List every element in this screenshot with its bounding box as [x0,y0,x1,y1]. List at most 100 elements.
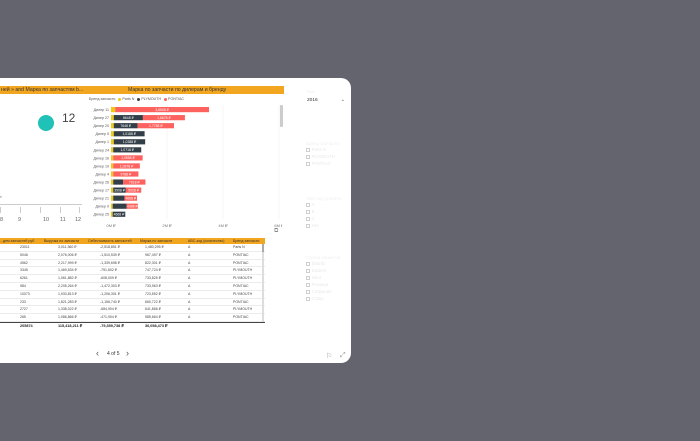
brand-option[interactable]: PONTIAC [306,161,331,166]
checkbox-icon[interactable] [306,217,310,221]
abc-option[interactable]: B [306,209,314,214]
bar-segment[interactable] [112,203,127,209]
legend-item[interactable]: PLYMOUTH [141,97,162,101]
clients-option[interactable]: Собрание [306,289,332,294]
clients-option[interactable]: Dealers [306,268,326,273]
share-icon[interactable]: ⚐ [326,353,333,360]
clients-option[interactable]: Розница [306,282,328,287]
bar-segment[interactable] [113,179,124,185]
year-dropdown[interactable]: 2016 ⌄ [305,96,347,105]
table-scrollbar-track[interactable] [262,244,264,322]
bar-segment[interactable] [113,195,125,201]
table-row[interactable]: 10073 1,933,813 ₽ -1,206,301 ₽ 723,552 ₽ A PL… [0,291,265,299]
bar-segment[interactable] [111,139,114,145]
bar-segment[interactable] [115,107,209,113]
table-row[interactable]: 5046 2,076,006 ₽ -1,510,539 ₽ 967,497 ₽ A PON… [0,252,265,260]
table-row[interactable]: 4562 2,217,999 ₽ -1,339,698 ₽ 822,301 ₽ A PON… [0,260,265,268]
bar-segment[interactable] [111,187,114,193]
bar-segment[interactable] [113,115,143,121]
legend-dot-icon [164,97,168,101]
checkbox-icon[interactable] [306,276,310,280]
bar-segment[interactable] [111,163,114,169]
abc-option[interactable]: Нет [306,223,319,228]
column-header[interactable]: Выручка по запчасти [44,239,80,243]
brand-option[interactable]: Parts N [306,147,326,152]
bar-segment[interactable] [113,187,126,193]
table-cell: PONTIAC [233,260,249,265]
bar-segment[interactable] [113,147,142,153]
brand-filter-title: Бренд запчасти [306,141,339,146]
bar-segment[interactable] [137,123,174,129]
kpi-dot[interactable] [38,115,54,131]
bar-segment[interactable] [111,211,113,217]
checkbox-icon[interactable] [306,290,310,294]
category-label: Дилер 24 [93,148,109,152]
table-scrollbar-thumb[interactable] [262,244,264,252]
bar-segment[interactable] [113,163,140,169]
column-header[interactable]: Маржа по запчасти [140,239,173,243]
focus-mode-icon[interactable]: ⧉ [274,228,279,234]
bar-segment[interactable] [111,115,114,121]
bar-segment[interactable] [111,131,114,137]
next-page-icon[interactable]: › [126,348,129,358]
table-row[interactable]: 2727 1,338,022 ₽ -684,904 ₽ 641,866 ₽ A PLYMO… [0,306,265,315]
checkbox-icon[interactable] [306,210,310,214]
table-row[interactable]: 233 1,821,283 ₽ -1,156,740 ₽ 660,722 ₽ A PONT… [0,299,265,307]
table-row[interactable]: 3345 1,469,534 ₽ -751,602 ₽ 747,724 ₽ A PLYMO… [0,267,265,276]
abc-option[interactable]: A [306,202,314,207]
bar-segment[interactable] [111,171,114,177]
bar-segment[interactable] [113,139,146,145]
bar-segment[interactable] [111,107,116,113]
bar-segment[interactable] [111,155,114,161]
checkbox-icon[interactable] [306,283,310,287]
fullscreen-icon[interactable]: ⤢ [340,352,346,359]
category-label: Дилер 17 [93,189,109,193]
table-row[interactable]: 265 1,086,866 ₽ -471,904 ₽ 585,664 ₽ A PONTIA… [0,314,265,322]
column-header[interactable]: Бренд запчасти [233,239,260,243]
bar-segment[interactable] [113,123,138,129]
table-cell: 4562 [20,260,28,265]
bar-segment[interactable] [123,179,146,185]
column-header[interactable]: ABC-код (количество) [188,239,225,243]
bar-segment[interactable] [111,195,114,201]
checkbox-icon[interactable] [306,148,310,152]
bar-segment[interactable] [124,195,138,201]
table-cell: 5046 [20,252,28,257]
abc-option[interactable]: C [306,216,315,221]
bar-segment[interactable] [112,211,126,217]
table-total-row: 205874 115,418,211 ₽ -79,359,738 ₽ 36,05… [0,321,265,329]
brand-option[interactable]: PLYMOUTH [306,154,335,159]
checkbox-icon[interactable] [306,262,310,266]
checkbox-icon[interactable] [306,224,310,228]
dealer-margin-bar-chart[interactable]: 0М ₽ 2М ₽ 4М ₽ 6М ₽ Дилер 11 3,6508 ₽ Дилер 27… [88,105,282,231]
prev-page-icon[interactable]: ‹ [96,348,99,358]
clients-option[interactable]: (Blank) [306,261,325,266]
table-row[interactable]: 6261 1,061,882 ₽ -608,009 ₽ 733,825 ₽ A PLYMO… [0,275,265,283]
checkbox-icon[interactable] [306,162,310,166]
table-row[interactable]: 984 2,205,264 ₽ -1,472,303 ₽ 733,963 ₽ A PONT… [0,283,265,291]
bar-segment[interactable] [125,187,142,193]
table-cell: 641,866 ₽ [145,307,161,312]
bar-segment[interactable] [111,179,114,185]
checkbox-icon[interactable] [306,155,310,159]
bar-segment[interactable] [111,123,114,129]
column-header[interactable]: Себестоимость запчастей [88,239,132,243]
clients-option[interactable]: Inkut [306,275,321,280]
legend-item[interactable]: PONTIAC [168,97,185,101]
checkbox-icon[interactable] [306,269,310,273]
bar-segment[interactable] [113,171,139,177]
checkbox-icon[interactable] [306,297,310,301]
chart-scrollbar[interactable] [280,105,283,127]
bar-segment[interactable] [113,155,143,161]
column-header[interactable]: ...дем запчастей руб [0,239,35,243]
clients-option[interactable]: Страх [306,296,324,301]
checkbox-icon[interactable] [306,203,310,207]
table-row[interactable]: 23011 3,011,360 ₽ -2,518,851 ₽ 1,480,295 ₽ A… [0,244,265,252]
legend-item[interactable]: Parts N [122,97,135,101]
bar-segment[interactable] [142,115,185,121]
gauge-axis [0,204,82,205]
bar-segment[interactable] [113,131,145,137]
bar-segment[interactable] [126,203,138,209]
bar-segment[interactable] [111,203,113,209]
bar-segment[interactable] [111,147,114,153]
